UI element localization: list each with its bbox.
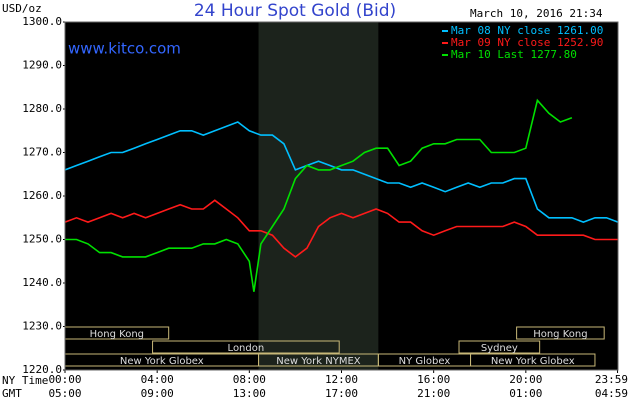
y-tick-label: 1260.0 [22, 189, 62, 202]
session-label: London [228, 343, 265, 354]
y-tick-label: 1230.0 [22, 320, 62, 333]
legend-label: Mar 09 NY close 1252.90 [451, 36, 603, 49]
series-line [65, 98, 573, 292]
x-tick-label-gmt: 04:59 [595, 387, 628, 400]
session-box [152, 340, 340, 354]
x-tick-label-gmt: 21:00 [417, 387, 450, 400]
y-tick-label: 1280.0 [22, 102, 62, 115]
y-tick-label: 1300.0 [22, 15, 62, 28]
x-tick-label-gmt: 17:00 [325, 387, 358, 400]
session-box [470, 353, 596, 367]
session-label: New York NYMEX [276, 356, 361, 367]
x-tick-label: 16:00 [417, 373, 450, 386]
x-tick-label-gmt: 09:00 [141, 387, 174, 400]
y-unit: USD/oz [2, 2, 42, 15]
legend-label: Mar 10 Last 1277.80 [451, 48, 577, 61]
session-label: Hong Kong [533, 329, 587, 340]
y-tick-label: 1270.0 [22, 146, 62, 159]
x-tick-label-gmt: 01:00 [509, 387, 542, 400]
x-tick-label: 20:00 [509, 373, 542, 386]
session-label: Hong Kong [90, 329, 144, 340]
subtitle: www.kitco.com [68, 40, 181, 58]
x-tick-label: 08:00 [233, 373, 266, 386]
session-label: Sydney [481, 343, 518, 354]
x-row-label: GMT [2, 387, 22, 400]
y-tick-label: 1240.0 [22, 276, 62, 289]
session-box [516, 326, 605, 340]
x-row-label: NY Time [2, 374, 48, 387]
y-tick-label: 1290.0 [22, 59, 62, 72]
series-line [64, 121, 619, 223]
plot-border [64, 21, 619, 371]
x-tick-label-gmt: 13:00 [233, 387, 266, 400]
session-box [458, 340, 541, 354]
x-tick-label-gmt: 05:00 [48, 387, 81, 400]
y-tick-label: 1220.0 [22, 363, 62, 376]
chart-title: 24 Hour Spot Gold (Bid) [194, 1, 396, 21]
session-label: New York Globex [120, 356, 204, 367]
x-tick-label: 23:59 [595, 373, 628, 386]
session-label: NY Globex [399, 356, 451, 367]
session-shade [258, 22, 379, 370]
x-tick-label: 04:00 [141, 373, 174, 386]
x-tick-label: 00:00 [48, 373, 81, 386]
timestamp: March 10, 2016 21:34 [470, 7, 603, 20]
x-tick-label: 12:00 [325, 373, 358, 386]
series-line [64, 199, 618, 258]
session-label: New York Globex [491, 356, 575, 367]
legend-label: Mar 08 NY close 1261.00 [451, 24, 603, 37]
y-tick-label: 1250.0 [22, 233, 62, 246]
